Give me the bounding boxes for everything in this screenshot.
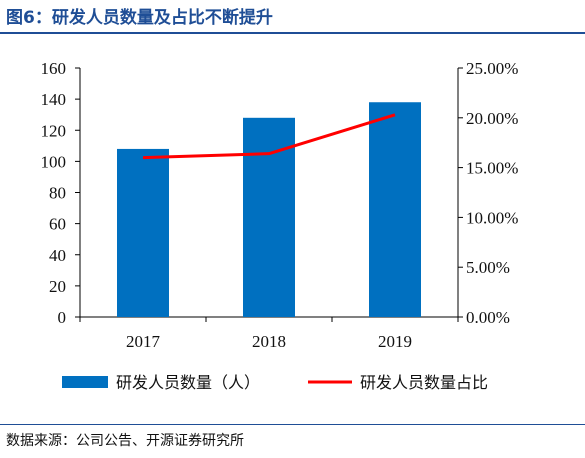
right-tick-label: 5.00% <box>466 258 510 277</box>
axes-layer: 0 20 40 60 80 100 120 140 160 0.00% 5.00% 10.00% 15.… <box>41 59 519 351</box>
right-tick-label: 20.00% <box>466 109 518 128</box>
x-tick-label: 2018 <box>252 332 286 351</box>
right-tick-label: 0.00% <box>466 308 510 327</box>
left-tick-label: 20 <box>49 277 66 296</box>
bars-layer <box>117 102 421 317</box>
left-tick-label: 120 <box>41 121 67 140</box>
footer-rule <box>0 424 585 425</box>
left-tick-label: 80 <box>49 184 66 203</box>
left-tick-label: 60 <box>49 215 66 234</box>
right-tick-label: 10.00% <box>466 208 518 227</box>
title-rule <box>0 32 585 34</box>
combo-chart: 0 20 40 60 80 100 120 140 160 0.00% 5.00% 10.00% 15.… <box>41 59 519 392</box>
x-tick-label: 2017 <box>126 332 161 351</box>
left-tick-label: 40 <box>49 246 66 265</box>
bar-2017 <box>117 148 169 317</box>
left-tick-label: 100 <box>41 152 67 171</box>
bar-2019 <box>369 102 421 317</box>
legend-bar-swatch <box>62 376 108 388</box>
legend-line-label: 研发人员数量占比 <box>360 374 488 392</box>
left-tick-label: 0 <box>58 308 67 327</box>
line-layer <box>142 113 396 160</box>
legend: 研发人员数量（人） 研发人员数量占比 <box>62 374 488 392</box>
left-tick-label: 140 <box>41 90 67 109</box>
right-tick-label: 15.00% <box>466 159 518 178</box>
left-tick-label: 160 <box>41 59 67 78</box>
x-tick-label: 2019 <box>378 332 412 351</box>
bar-2018 <box>243 117 295 317</box>
figure-title: 图6：研发人员数量及占比不断提升 <box>6 8 273 28</box>
legend-bar-label: 研发人员数量（人） <box>116 374 260 392</box>
source-note: 数据来源：公司公告、开源证券研究所 <box>6 433 244 449</box>
right-tick-label: 25.00% <box>466 59 518 78</box>
